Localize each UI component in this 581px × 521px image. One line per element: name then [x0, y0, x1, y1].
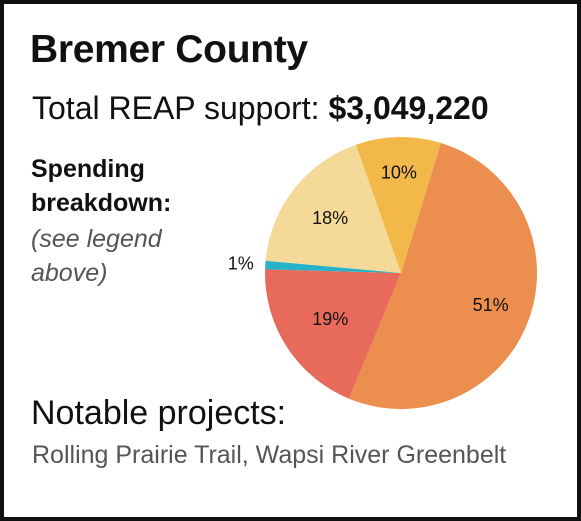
pie-label-3: 18% — [312, 208, 348, 228]
support-label: Total REAP support: — [32, 90, 320, 126]
notable-text: Rolling Prairie Trail, Wapsi River Green… — [32, 441, 507, 469]
support-amount: $3,049,220 — [328, 90, 489, 126]
pie-slice-4 — [355, 137, 441, 273]
pie-slice-0 — [349, 142, 537, 409]
notable-title: Notable projects: — [31, 394, 287, 432]
total-support: Total REAP support: $3,049,220 — [32, 90, 489, 127]
pie-label-0: 51% — [473, 295, 509, 315]
pie-slice-2 — [265, 260, 401, 273]
pie-label-2: 1% — [228, 254, 254, 274]
breakdown-title: Spending breakdown: — [31, 155, 172, 217]
pie-slice-1 — [265, 269, 401, 399]
breakdown-note: (see legend above) — [31, 225, 162, 287]
pie-label-1: 19% — [312, 309, 348, 329]
page-title: Bremer County — [30, 28, 308, 71]
pie-slice-3 — [265, 144, 401, 273]
pie-label-4: 10% — [381, 162, 417, 182]
